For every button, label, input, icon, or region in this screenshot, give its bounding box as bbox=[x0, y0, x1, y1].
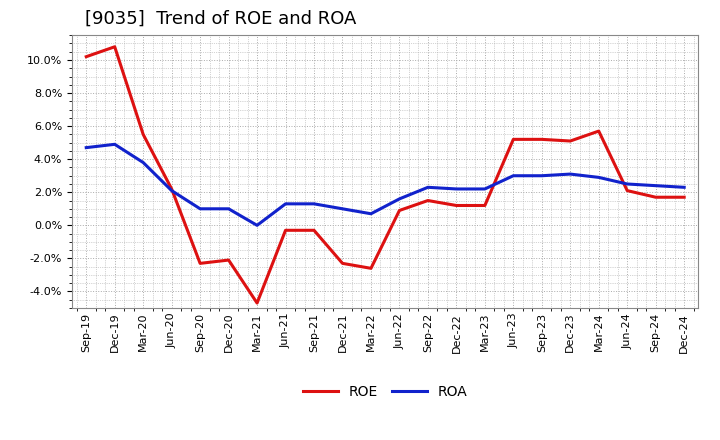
ROA bbox=[196, 206, 204, 212]
ROE bbox=[282, 227, 290, 233]
ROA bbox=[338, 206, 347, 212]
ROA bbox=[537, 173, 546, 178]
Legend: ROE, ROA: ROE, ROA bbox=[297, 380, 473, 405]
ROA bbox=[310, 201, 318, 206]
ROE bbox=[253, 301, 261, 306]
ROA bbox=[423, 185, 432, 190]
ROE bbox=[196, 261, 204, 266]
ROA bbox=[652, 183, 660, 188]
ROA bbox=[110, 142, 119, 147]
ROE bbox=[566, 138, 575, 143]
ROA bbox=[395, 196, 404, 202]
Line: ROE: ROE bbox=[86, 47, 684, 303]
ROA bbox=[139, 160, 148, 165]
ROE bbox=[652, 194, 660, 200]
ROE bbox=[338, 261, 347, 266]
ROA bbox=[566, 172, 575, 177]
ROA bbox=[82, 145, 91, 150]
ROA bbox=[167, 188, 176, 193]
ROA bbox=[595, 175, 603, 180]
ROE bbox=[595, 128, 603, 134]
ROE bbox=[537, 137, 546, 142]
ROE bbox=[423, 198, 432, 203]
ROE bbox=[139, 132, 148, 137]
ROA bbox=[680, 185, 688, 190]
ROA bbox=[452, 186, 461, 191]
ROE bbox=[167, 186, 176, 191]
ROA bbox=[509, 173, 518, 178]
ROE bbox=[82, 54, 91, 59]
ROE bbox=[110, 44, 119, 49]
ROA bbox=[480, 186, 489, 191]
Line: ROA: ROA bbox=[86, 144, 684, 225]
ROE bbox=[366, 266, 375, 271]
ROE bbox=[509, 137, 518, 142]
ROA bbox=[225, 206, 233, 212]
ROE bbox=[452, 203, 461, 208]
ROA bbox=[623, 181, 631, 187]
ROA bbox=[253, 223, 261, 228]
ROE bbox=[623, 188, 631, 193]
ROE bbox=[225, 257, 233, 263]
ROE bbox=[680, 194, 688, 200]
ROE bbox=[480, 203, 489, 208]
Text: [9035]  Trend of ROE and ROA: [9035] Trend of ROE and ROA bbox=[84, 10, 356, 28]
ROA bbox=[282, 201, 290, 206]
ROE bbox=[310, 227, 318, 233]
ROA bbox=[366, 211, 375, 216]
ROE bbox=[395, 208, 404, 213]
